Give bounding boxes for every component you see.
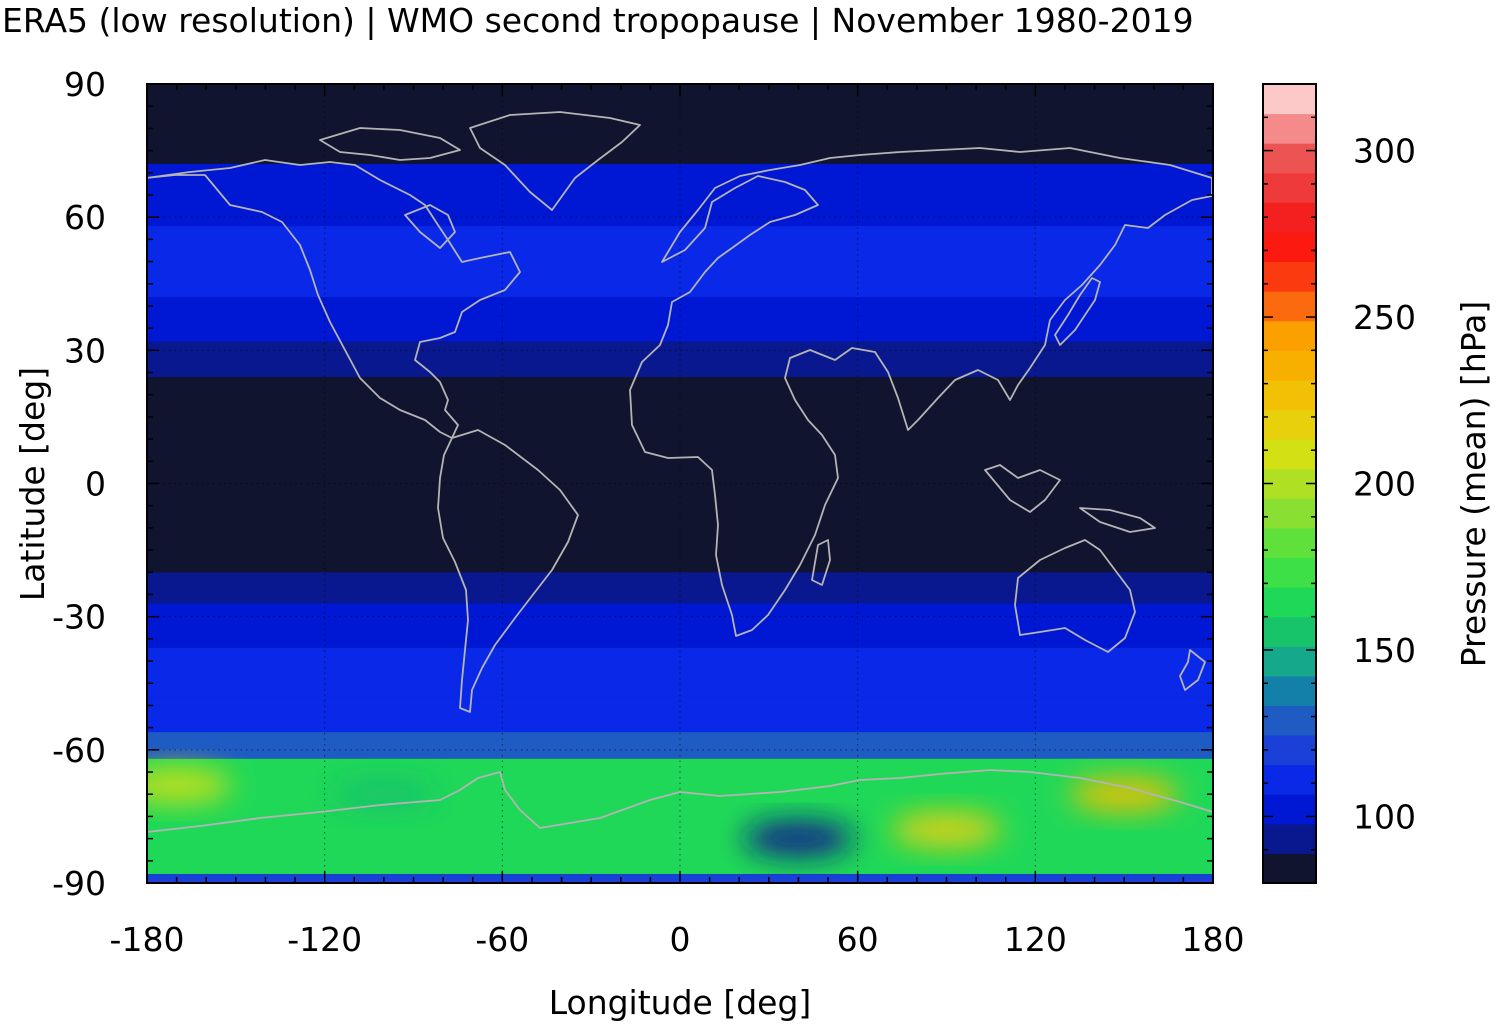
y-axis-tick-labels: 90 60 30 0 -30 -60 -90 [52, 65, 106, 903]
colorbar-tick-label: 100 [1353, 797, 1416, 836]
colorbar-segment [1263, 231, 1316, 263]
field-feature-1 [891, 811, 1002, 848]
colorbar-segment [1263, 557, 1316, 588]
coastline-new-zealand [1179, 649, 1206, 691]
colorbar-segment [1263, 84, 1316, 115]
x-tick-label: 0 [670, 920, 691, 959]
colorbar-segment [1263, 261, 1316, 292]
colorbar-segment [1263, 320, 1316, 351]
field-band-8 [147, 647, 1213, 697]
field-feature-2 [147, 767, 232, 804]
colorbar-segment [1263, 527, 1316, 558]
colorbar-label: Pressure (mean) [hPa] [1454, 301, 1493, 668]
colorbar-segment [1263, 379, 1316, 411]
y-tick-label: -90 [52, 864, 106, 903]
colorbar-segment [1263, 646, 1316, 677]
colorbar-segment [1263, 794, 1316, 825]
colorbar: 100 150 200 250 300 [1262, 83, 1416, 884]
colorbar-segment [1263, 764, 1316, 795]
figure-title: ERA5 (low resolution) | WMO second tropo… [2, 1, 1194, 40]
field-band-6 [147, 572, 1213, 604]
y-tick-label: 30 [64, 331, 106, 370]
coastlines [147, 111, 1213, 833]
field-feature-0 [1069, 776, 1180, 813]
colorbar-segments [1263, 84, 1316, 884]
colorbar-segment [1263, 675, 1316, 706]
colorbar-tick-label: 200 [1353, 465, 1416, 504]
colorbar-tick-label: 150 [1353, 631, 1416, 670]
colorbar-tick-label: 300 [1353, 132, 1416, 171]
colorbar-segment [1263, 291, 1316, 322]
colorbar-segment [1263, 439, 1316, 470]
coastline-japan [1054, 277, 1101, 346]
coastline-borneo-sumatra [984, 464, 1061, 513]
grid-lines [147, 84, 1213, 883]
x-axis-tick-labels: -180 -120 -60 0 60 120 180 [110, 920, 1245, 959]
y-tick-label: -60 [52, 731, 106, 770]
colorbar-segment [1263, 409, 1316, 440]
coastline-europe-africa [629, 147, 1213, 637]
x-tick-label: 180 [1182, 920, 1245, 959]
colorbar-segment [1263, 113, 1316, 144]
y-tick-label: 0 [85, 465, 106, 504]
x-axis-label: Longitude [deg] [549, 983, 812, 1022]
field-band-9 [147, 696, 1213, 733]
field-feature-4 [328, 776, 439, 813]
coastline-hudson-bay [404, 204, 456, 249]
colorbar-segment [1263, 587, 1316, 618]
field-band-3 [147, 297, 1213, 342]
x-tick-label: -60 [475, 920, 529, 959]
coastline-north-america [147, 159, 521, 439]
x-tick-label: -180 [110, 920, 185, 959]
coastline-south-america [437, 429, 579, 713]
coastline-antarctica [147, 769, 1213, 833]
coastline-new-guinea [1079, 507, 1156, 533]
colorbar-tick-labels: 100 150 200 250 300 [1263, 83, 1416, 884]
colorbar-segment [1263, 143, 1316, 174]
colorbar-segment [1263, 172, 1316, 203]
frame-tick-marks [146, 83, 1214, 884]
x-tick-label: 60 [837, 920, 879, 959]
y-tick-label: -30 [52, 598, 106, 637]
colorbar-segment [1263, 202, 1316, 233]
x-tick-label: 120 [1004, 920, 1067, 959]
colorbar-segment [1263, 735, 1316, 766]
colorbar-segment [1263, 823, 1316, 854]
coastline-madagascar [811, 539, 831, 586]
coastline-arctic-islands [319, 127, 461, 161]
y-axis-label: Latitude [deg] [13, 367, 52, 601]
x-tick-label: -120 [287, 920, 362, 959]
colorbar-segment [1263, 705, 1316, 736]
coastline-australia [1014, 539, 1136, 653]
field-feature-3 [743, 820, 854, 857]
colorbar-segment [1263, 350, 1316, 381]
map-plot-area [146, 83, 1214, 884]
colorbar-segment [1263, 853, 1316, 884]
y-tick-label: 60 [64, 198, 106, 237]
coastline-greenland [469, 111, 641, 211]
colorbar-tick-label: 250 [1353, 298, 1416, 337]
colorbar-segment [1263, 498, 1316, 529]
field-band-7 [147, 603, 1213, 648]
field-band-2 [147, 226, 1213, 298]
colorbar-segment [1263, 616, 1316, 647]
y-tick-label: 90 [64, 65, 106, 104]
